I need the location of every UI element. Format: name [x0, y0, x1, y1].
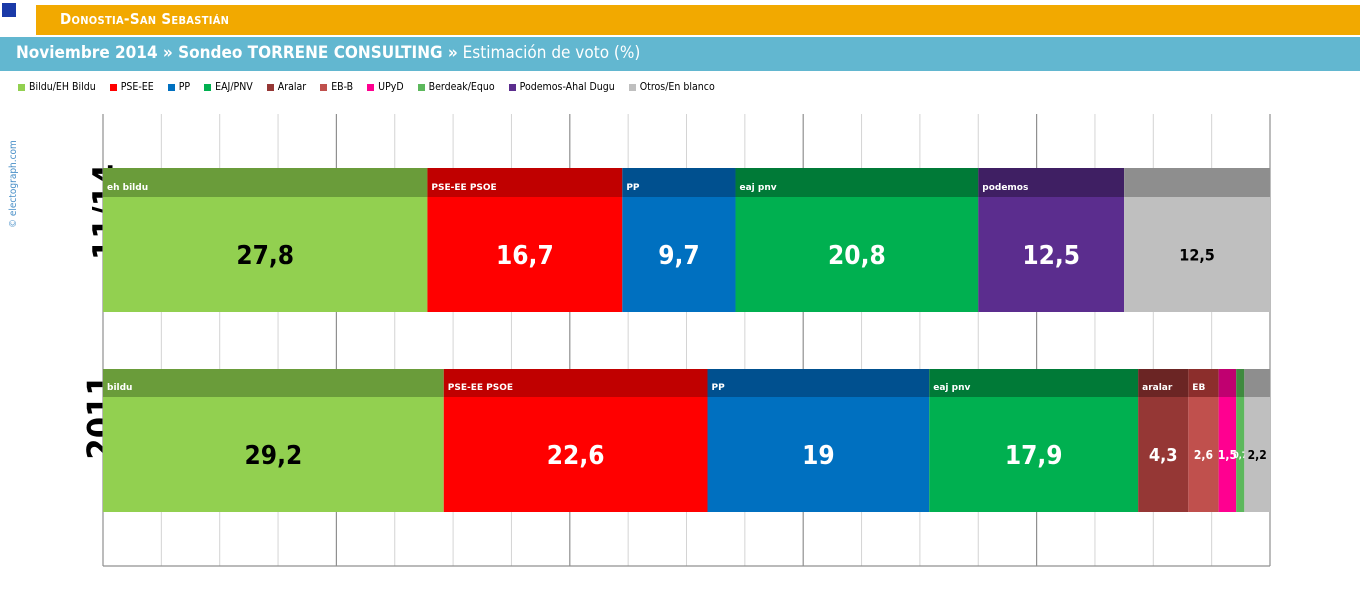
legend-label: PP — [178, 81, 191, 93]
legend-swatch — [367, 83, 375, 91]
legend-label: UPyD — [378, 81, 404, 93]
legend-swatch — [18, 83, 25, 91]
bar-segment-berdeak-equo — [1236, 397, 1245, 512]
legend: Bildu/EH Bildu PSE-EE PP EAJ/PNV Aralar EB-B U… — [18, 79, 729, 95]
legend-label: Aralar — [277, 81, 307, 93]
party-logo: PSE-EE PSOE — [431, 183, 496, 193]
legend-swatch — [320, 83, 328, 91]
legend-item: EAJ/PNV — [204, 79, 253, 95]
bar-band-pse-ee — [443, 369, 708, 397]
bar-band-aralar — [1138, 369, 1189, 397]
data-label: 9,7 — [658, 241, 699, 271]
subtitle-rest: Estimación de voto (%) — [457, 43, 641, 63]
party-logo: eh bildu — [107, 183, 148, 193]
bar-band-pp — [707, 369, 930, 397]
legend-item: Bildu/EH Bildu — [18, 79, 96, 95]
data-label: 27,8 — [236, 241, 294, 271]
legend-item: Podemos-Ahal Dugu — [508, 79, 615, 95]
data-label: 0,7 — [1233, 451, 1247, 461]
legend-label: EB-B — [331, 81, 354, 93]
page-title: Donostia-San Sebastián — [60, 10, 230, 28]
bar-band-bildu-eh-bildu — [103, 369, 444, 397]
party-logo: podemos — [982, 183, 1028, 193]
legend-label: Podemos-Ahal Dugu — [519, 81, 615, 93]
bar-segment-eaj-pnv — [735, 197, 979, 312]
bar-band-pse-ee — [427, 168, 623, 197]
subtitle-bold: Noviembre 2014 » Sondeo TORRENE CONSULTI… — [16, 43, 458, 63]
legend-swatch — [204, 83, 212, 91]
bar-band-eaj-pnv — [929, 369, 1139, 397]
bar-segment-aralar — [1138, 397, 1189, 512]
legend-item: PSE-EE — [109, 79, 154, 95]
legend-item: Aralar — [266, 79, 307, 95]
bar-segment-eb-b — [1188, 397, 1219, 512]
bar-segment-otros-en-blanco — [1124, 197, 1270, 312]
party-logo: aralar — [1142, 383, 1173, 393]
bar-segment-eaj-pnv — [929, 397, 1139, 512]
data-label: 1,5 — [1218, 448, 1237, 462]
bar-band-otros-en-blanco — [1244, 369, 1270, 397]
bar-band-berdeak-equo — [1236, 369, 1245, 397]
data-label: 20,8 — [828, 241, 886, 271]
bar-segment-pse-ee — [443, 397, 708, 512]
bar-band-otros-en-blanco — [1124, 168, 1270, 197]
legend-swatch — [508, 83, 516, 91]
bar-band-eaj-pnv — [735, 168, 979, 197]
title-bar: Donostia-San Sebastián — [36, 5, 1360, 35]
data-label: 12,5 — [1022, 241, 1080, 271]
legend-label: PSE-EE — [120, 81, 154, 93]
legend-swatch — [109, 83, 117, 91]
party-logo: PSE-EE PSOE — [448, 383, 513, 393]
data-label: 4,3 — [1149, 445, 1178, 466]
party-logo: PP — [626, 183, 640, 193]
party-logo: bildu — [107, 383, 132, 393]
party-logo: PP — [712, 383, 726, 393]
legend-label: Otros/En blanco — [639, 81, 715, 93]
party-logo: eaj pnv — [740, 183, 777, 193]
page-subtitle: Noviembre 2014 » Sondeo TORRENE CONSULTI… — [16, 43, 640, 63]
flag-icon — [2, 3, 16, 17]
legend-item: PP — [167, 79, 191, 95]
bar-band-pp — [622, 168, 736, 197]
bar-band-bildu-eh-bildu — [103, 168, 428, 197]
data-label: 16,7 — [496, 241, 554, 271]
legend-swatch — [266, 83, 274, 91]
bar-segment-bildu-eh-bildu — [103, 397, 444, 512]
data-label: 2,6 — [1194, 448, 1213, 462]
legend-swatch — [417, 83, 425, 91]
bar-band-eb-b — [1188, 369, 1219, 397]
data-label: 29,2 — [245, 441, 303, 471]
data-label: 2,2 — [1248, 448, 1267, 462]
party-logo: eaj pnv — [933, 383, 970, 393]
subtitle-bar: Noviembre 2014 » Sondeo TORRENE CONSULTI… — [0, 37, 1360, 71]
legend-label: Bildu/EH Bildu — [29, 81, 96, 93]
bar-segment-pse-ee — [427, 197, 623, 312]
bar-segment-bildu-eh-bildu — [103, 197, 428, 312]
legend-label: EAJ/PNV — [215, 81, 253, 93]
legend-item: Berdeak/Equo — [417, 79, 495, 95]
bar-band-podemos-ahal-dugu — [978, 168, 1125, 197]
data-label: 22,6 — [547, 441, 605, 471]
data-label: 17,9 — [1005, 441, 1063, 471]
legend-swatch — [628, 83, 636, 91]
legend-swatch — [167, 83, 175, 91]
party-logo: EB — [1192, 383, 1205, 393]
data-label: 12,5 — [1179, 245, 1215, 264]
bar-segment-pp — [622, 197, 736, 312]
legend-item: Otros/En blanco — [628, 79, 715, 95]
bar-band-upyd — [1218, 369, 1237, 397]
bar-segment-pp — [707, 397, 930, 512]
legend-item: EB-B — [320, 79, 353, 95]
bar-segment-otros-en-blanco — [1244, 397, 1270, 512]
legend-label: Berdeak/Equo — [428, 81, 495, 93]
bar-segment-podemos-ahal-dugu — [978, 197, 1125, 312]
bar-segment-upyd — [1218, 397, 1237, 512]
data-label: 19 — [802, 441, 835, 471]
legend-item: UPyD — [367, 79, 404, 95]
